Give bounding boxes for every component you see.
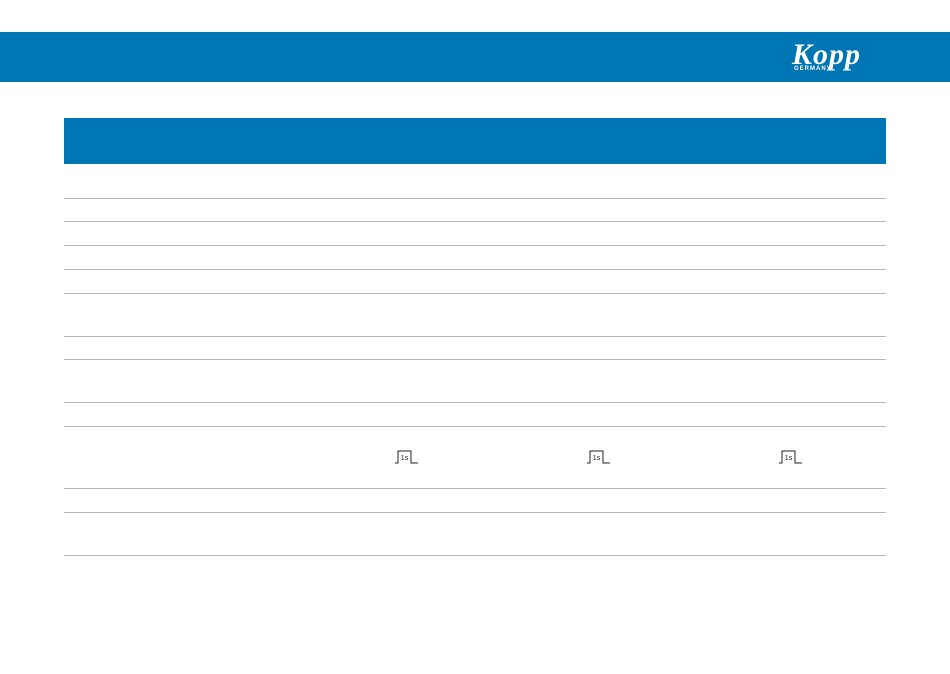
pulse-shape: [395, 450, 418, 464]
pulse-icon: 1s: [395, 450, 418, 464]
row-line: [64, 488, 886, 489]
table-header: [64, 118, 886, 164]
pulse-label: 1s: [593, 455, 601, 462]
row-line: [64, 555, 886, 556]
pulse-icon: 1s: [587, 450, 610, 464]
row-line: [64, 221, 886, 222]
row-line: [64, 245, 886, 246]
row-line: [64, 402, 886, 403]
row-line: [64, 269, 886, 270]
logo-country: GERMANY: [794, 66, 832, 72]
pulse-shape: [587, 450, 610, 464]
row-line: [64, 359, 886, 360]
pulse-shape: [779, 450, 802, 464]
row-line: [64, 198, 886, 199]
logo-brand: Kopp: [792, 38, 862, 71]
header-bar: [0, 32, 950, 82]
pulse-icon: 1s: [779, 450, 802, 464]
pulse-label: 1s: [401, 455, 409, 462]
row-line: [64, 336, 886, 337]
pulse-label: 1s: [785, 455, 793, 462]
row-line: [64, 293, 886, 294]
row-line: [64, 426, 886, 427]
logo: Kopp GERMANY: [790, 38, 890, 78]
row-line: [64, 512, 886, 513]
